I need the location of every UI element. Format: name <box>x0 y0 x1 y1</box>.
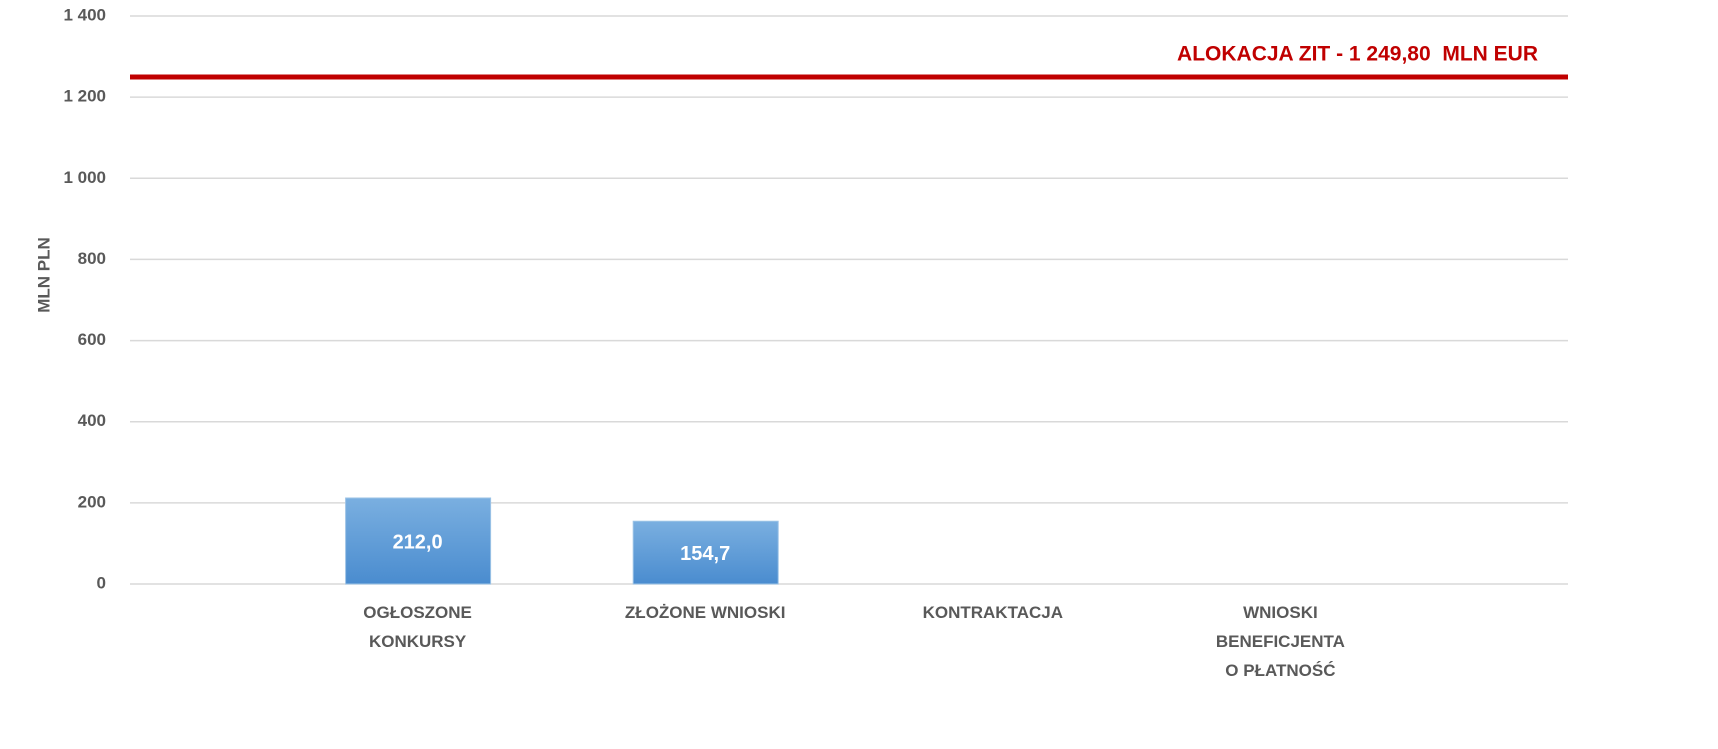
y-tick-label: 1 200 <box>63 87 106 106</box>
y-tick-label: 400 <box>78 411 106 430</box>
x-tick-label-line: O PŁATNOŚĆ <box>1225 661 1335 680</box>
bar <box>345 497 492 585</box>
x-tick-label: KONTRAKTACJA <box>923 603 1063 622</box>
y-axis-title: MLN PLN <box>34 237 53 313</box>
value-label: 212,0 <box>393 531 443 553</box>
y-tick-label: 1 000 <box>63 168 106 187</box>
x-tick-label: WNIOSKI BENEFICJENTA O PŁATNOŚĆ <box>1216 603 1345 680</box>
reference-label: ALOKACJA ZIT - 1 249,80 MLN EUR <box>1177 42 1538 65</box>
y-tick-label: 800 <box>78 249 106 268</box>
x-tick-label-line: BENEFICJENTA <box>1216 632 1345 651</box>
y-tick-label: 200 <box>78 492 106 511</box>
y-tick-label: 1 400 <box>63 5 106 24</box>
x-tick-label-line: ZŁOŻONE WNIOSKI <box>625 603 786 622</box>
x-tick-label-line: OGŁOSZONE <box>363 603 472 622</box>
value-label: 154,7 <box>680 543 730 565</box>
x-tick-label: ZŁOŻONE WNIOSKI <box>625 603 786 622</box>
x-tick-label: OGŁOSZONE KONKURSY <box>363 603 472 651</box>
x-tick-label-line: KONTRAKTACJA <box>923 603 1063 622</box>
x-tick-label-line: WNIOSKI <box>1243 603 1318 622</box>
bar <box>632 520 779 585</box>
y-tick-label: 0 <box>97 573 106 592</box>
y-tick-label: 600 <box>78 330 106 349</box>
x-tick-label-line: KONKURSY <box>369 632 467 651</box>
